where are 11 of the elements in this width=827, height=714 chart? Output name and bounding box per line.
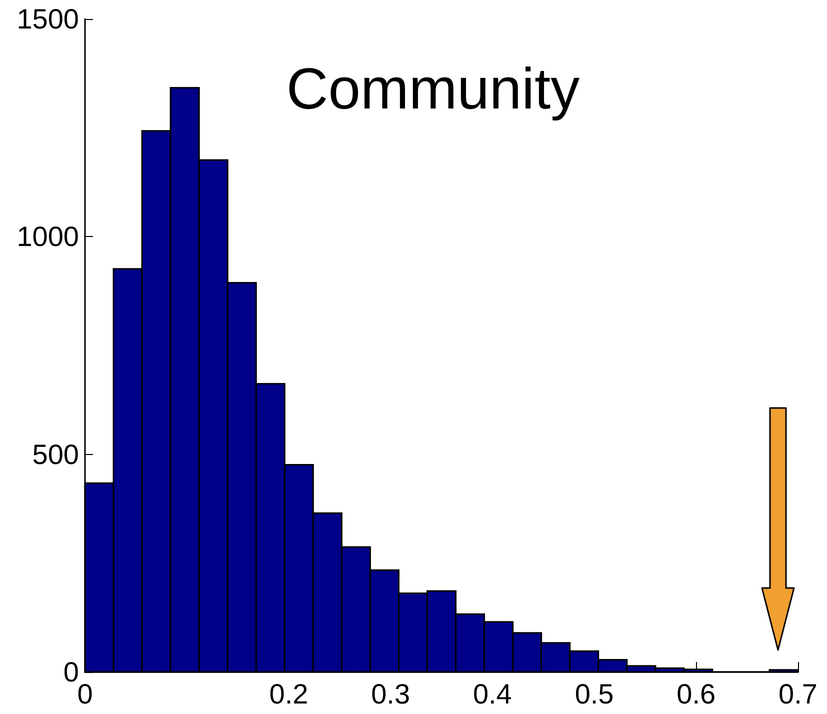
y-tick-label: 1500 <box>16 4 79 34</box>
x-tick-label: 0.7 <box>778 678 818 710</box>
text: Community <box>286 56 580 122</box>
y-tick-label: 1000 <box>16 221 79 252</box>
x-tick-label: 0.4 <box>472 678 512 710</box>
y-tick-label: 500 <box>32 438 79 470</box>
x-tick-label: 0.2 <box>269 678 308 710</box>
y-tick-label: 0 <box>63 656 79 688</box>
x-tick-label: 0.5 <box>574 678 614 710</box>
x-tick-label: 0.3 <box>371 678 410 710</box>
x-tick-label: 0.6 <box>676 678 716 710</box>
